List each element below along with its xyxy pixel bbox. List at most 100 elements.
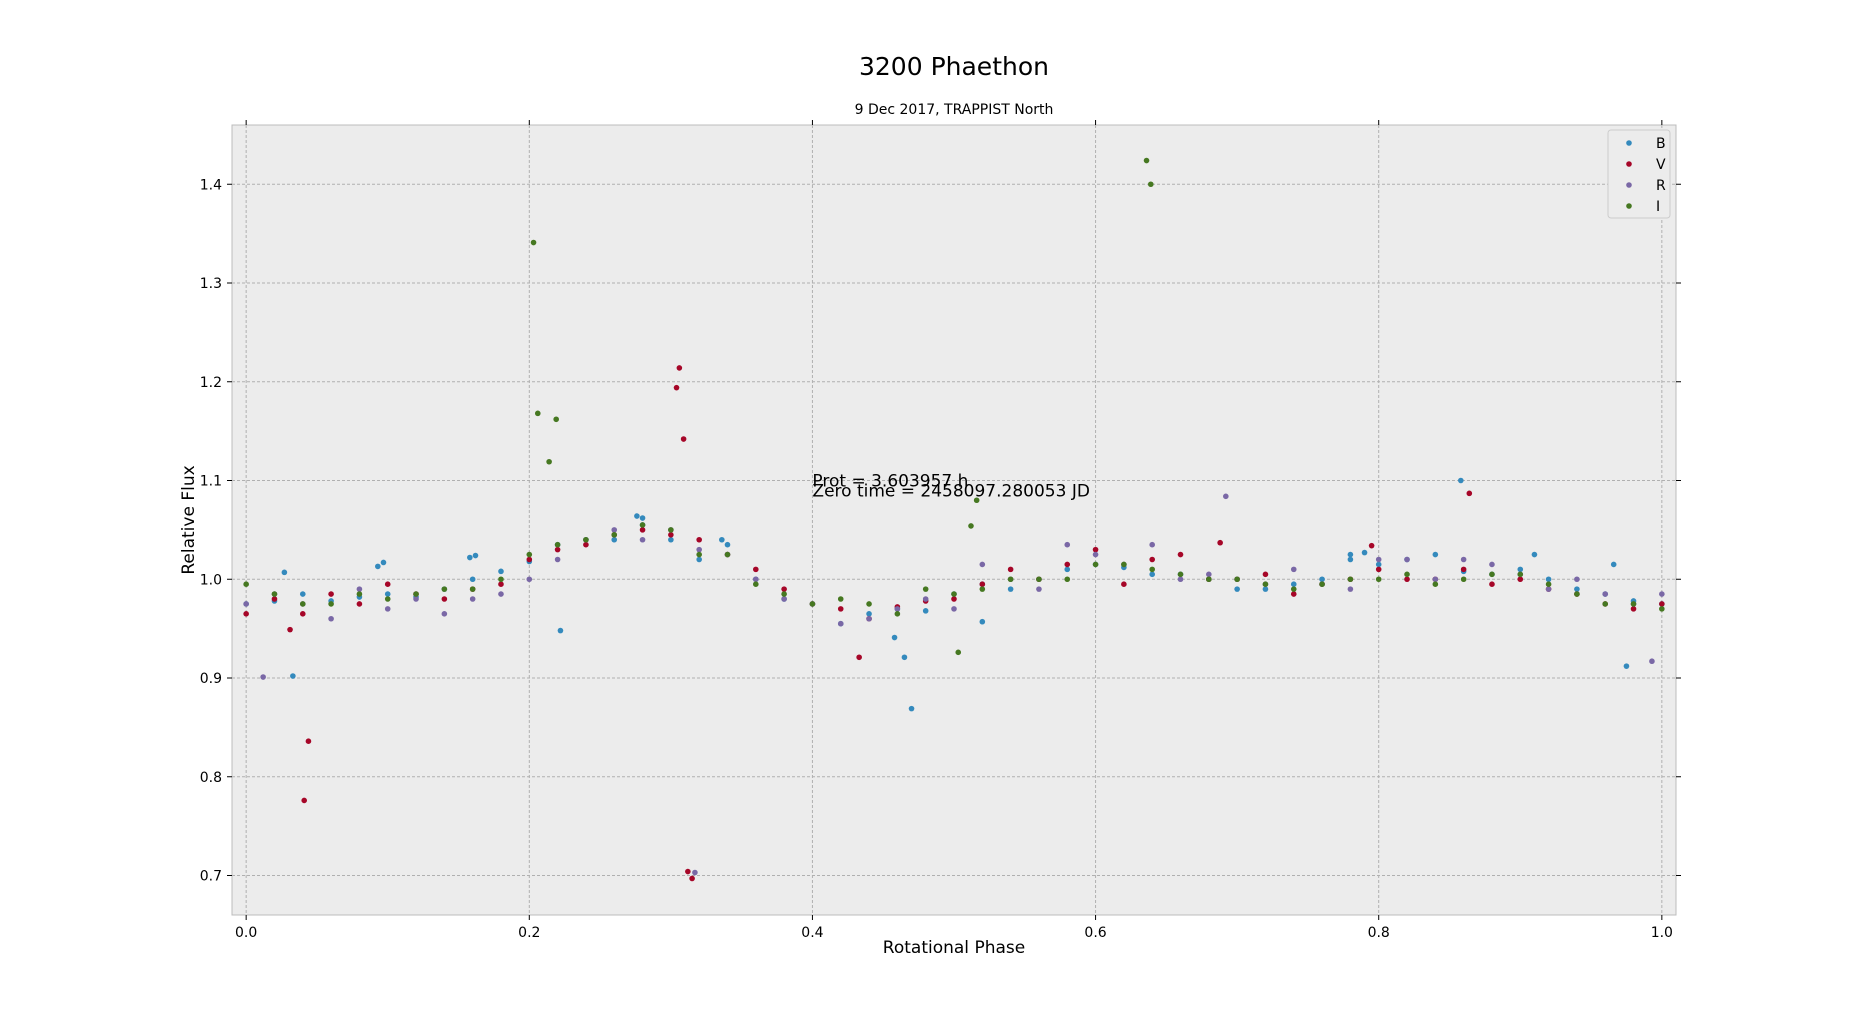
data-point-B bbox=[467, 554, 473, 561]
data-point-R bbox=[611, 527, 618, 533]
data-point-R bbox=[328, 615, 334, 622]
data-point-B bbox=[1375, 561, 1382, 568]
data-point-I bbox=[1143, 157, 1150, 164]
legend-box bbox=[1607, 129, 1671, 219]
data-point-I bbox=[1375, 576, 1382, 583]
data-point-V bbox=[526, 556, 533, 563]
x-tick-label: 0.2 bbox=[518, 925, 540, 941]
y-tick-label: 0.7 bbox=[200, 869, 222, 885]
legend-marker-V bbox=[1626, 161, 1632, 167]
data-point-I bbox=[894, 611, 901, 617]
data-point-I bbox=[243, 581, 249, 587]
data-point-I bbox=[534, 410, 541, 417]
data-point-R bbox=[781, 596, 787, 602]
data-point-I bbox=[1206, 576, 1212, 583]
data-point-I bbox=[1489, 571, 1495, 578]
data-point-I bbox=[1319, 581, 1325, 587]
data-point-B bbox=[1432, 551, 1439, 558]
data-point-R bbox=[1659, 591, 1665, 597]
y-tick-label: 0.9 bbox=[200, 671, 222, 687]
data-point-R bbox=[1036, 586, 1042, 592]
legend-label-V: V bbox=[1656, 157, 1666, 173]
legend-marker-B bbox=[1626, 140, 1632, 146]
data-point-B bbox=[979, 618, 986, 625]
data-point-B bbox=[469, 576, 476, 583]
data-point-I bbox=[530, 239, 537, 246]
data-point-I bbox=[1092, 561, 1099, 568]
data-point-B bbox=[375, 563, 381, 570]
data-point-I bbox=[1432, 581, 1439, 587]
data-point-B bbox=[1234, 586, 1240, 592]
data-point-V bbox=[384, 581, 391, 587]
data-point-B bbox=[498, 568, 504, 575]
data-point-R bbox=[1432, 576, 1439, 583]
data-point-I bbox=[1404, 571, 1410, 578]
data-point-V bbox=[1659, 601, 1665, 607]
data-point-B bbox=[1262, 586, 1269, 592]
data-point-R bbox=[1177, 576, 1184, 583]
data-point-R bbox=[837, 620, 844, 627]
data-point-V bbox=[1262, 571, 1269, 578]
data-point-V bbox=[356, 601, 363, 607]
data-point-B bbox=[901, 654, 908, 661]
data-point-R bbox=[922, 596, 929, 602]
data-point-R bbox=[243, 601, 249, 607]
data-point-I bbox=[1460, 576, 1467, 583]
data-point-I bbox=[554, 541, 561, 548]
data-point-I bbox=[356, 591, 363, 597]
data-point-R bbox=[441, 611, 448, 617]
data-point-B bbox=[299, 591, 306, 597]
data-point-B bbox=[724, 541, 731, 548]
data-point-I bbox=[384, 596, 391, 602]
data-point-I bbox=[866, 601, 872, 607]
data-point-B bbox=[668, 536, 674, 543]
data-point-V bbox=[696, 536, 702, 543]
data-point-I bbox=[1147, 181, 1154, 188]
data-point-I bbox=[973, 497, 980, 504]
data-point-V bbox=[583, 541, 589, 548]
data-point-I bbox=[1234, 576, 1240, 583]
data-point-I bbox=[809, 601, 816, 607]
data-point-B bbox=[281, 569, 288, 576]
data-point-V bbox=[1217, 539, 1223, 546]
data-point-I bbox=[955, 649, 962, 656]
data-point-V bbox=[287, 626, 293, 633]
data-point-B bbox=[866, 611, 872, 617]
data-points bbox=[243, 157, 1665, 882]
data-point-I bbox=[526, 551, 533, 558]
data-point-V bbox=[299, 611, 306, 617]
data-point-V bbox=[1489, 581, 1495, 587]
data-point-V bbox=[1460, 566, 1467, 573]
data-point-V bbox=[243, 611, 249, 617]
data-point-B bbox=[1610, 561, 1617, 568]
data-point-V bbox=[1630, 606, 1637, 612]
data-point-V bbox=[1121, 581, 1127, 587]
data-point-B bbox=[1458, 477, 1464, 484]
data-point-B bbox=[908, 705, 915, 712]
data-point-B bbox=[384, 591, 391, 597]
data-point-R bbox=[866, 615, 872, 622]
legend-label-R: R bbox=[1656, 178, 1666, 194]
data-point-B bbox=[1149, 571, 1155, 578]
data-point-R bbox=[1489, 561, 1495, 568]
data-point-B bbox=[290, 673, 296, 679]
y-tick-label: 0.8 bbox=[200, 770, 222, 786]
data-point-B bbox=[1361, 549, 1368, 556]
data-point-R bbox=[1545, 586, 1552, 592]
data-point-I bbox=[546, 458, 552, 465]
data-point-B bbox=[696, 556, 702, 563]
data-point-I bbox=[1574, 591, 1580, 597]
data-point-R bbox=[1649, 658, 1655, 665]
data-point-R bbox=[1092, 551, 1099, 558]
y-tick-label: 1.3 bbox=[200, 276, 222, 292]
data-point-V bbox=[979, 581, 986, 587]
data-point-B bbox=[1545, 576, 1552, 583]
data-point-R bbox=[979, 561, 986, 568]
y-axis-label: Relative Flux bbox=[179, 465, 199, 574]
data-point-V bbox=[1177, 551, 1184, 558]
data-point-B bbox=[1623, 663, 1630, 669]
data-point-V bbox=[1517, 576, 1524, 583]
x-tick-label: 0.4 bbox=[801, 925, 823, 941]
y-tick-label: 1.2 bbox=[200, 375, 222, 391]
series-I-points bbox=[243, 157, 1665, 656]
